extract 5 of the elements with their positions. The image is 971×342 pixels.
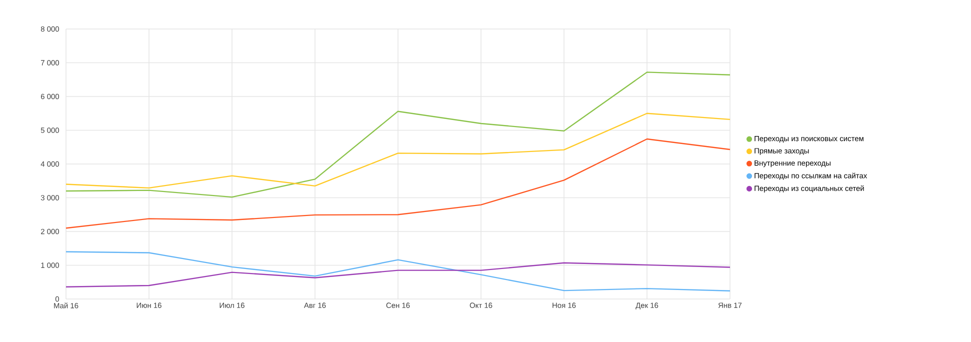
line-series: [65, 262, 731, 288]
line-series: [65, 251, 731, 292]
line-series: [65, 112, 731, 189]
line-series: [65, 72, 731, 198]
line-series: [65, 138, 731, 229]
